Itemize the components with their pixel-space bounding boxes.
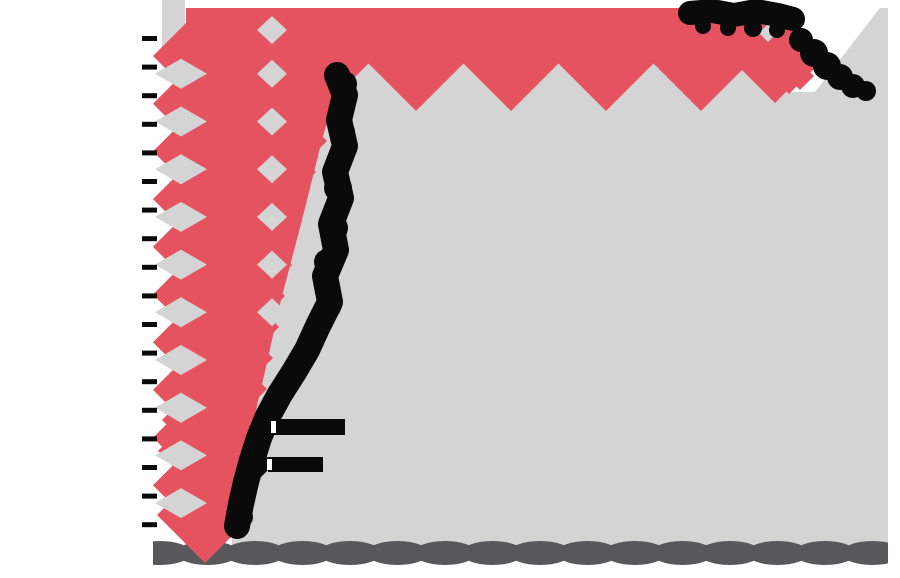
- axis-tick-marks: [142, 36, 157, 528]
- black-marks: [224, 0, 876, 539]
- baseline-band: [153, 541, 888, 565]
- gray-grid-markers: [155, 16, 777, 519]
